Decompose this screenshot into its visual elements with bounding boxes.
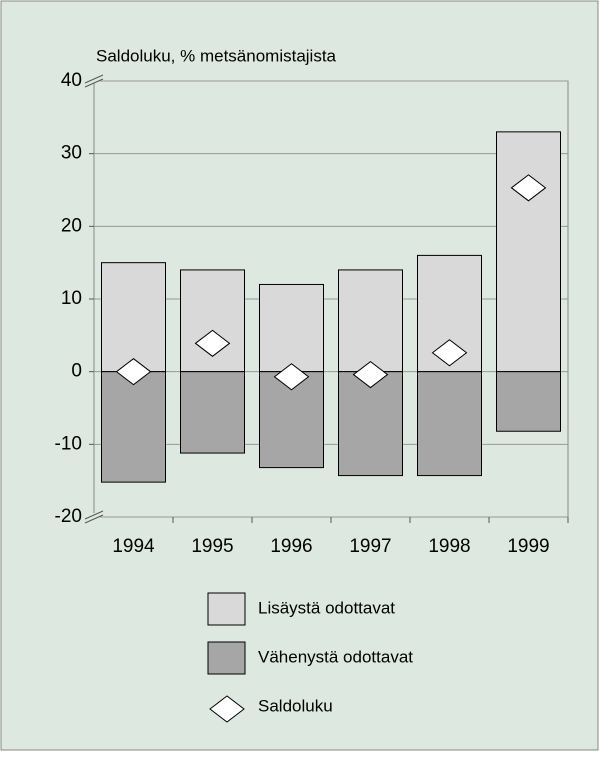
axis-break	[84, 74, 104, 84]
legend-label: Vähenystä odottavat	[258, 647, 413, 666]
marker	[209, 695, 245, 723]
axis-break	[84, 510, 104, 520]
marker	[431, 339, 468, 367]
y-tick-label: 10	[61, 288, 82, 309]
marker	[510, 174, 547, 202]
marker	[115, 358, 152, 386]
y-tick-label: -20	[55, 506, 82, 527]
y-tick-label: 30	[61, 143, 82, 164]
bar	[101, 262, 166, 373]
x-tick-label: 1999	[507, 536, 549, 557]
x-tick-label: 1998	[428, 536, 470, 557]
bar	[417, 371, 482, 477]
bar	[338, 371, 403, 477]
axis-break-bg	[88, 77, 100, 83]
y-tick-label: 20	[61, 215, 82, 236]
x-tick-label: 1996	[270, 536, 312, 557]
axis-break	[84, 78, 104, 88]
legend-label: Saldoluku	[258, 696, 333, 715]
y-tick-label: -10	[55, 433, 82, 454]
bar	[496, 131, 561, 373]
axis-break	[84, 514, 104, 524]
y-tick-label: 40	[61, 70, 82, 91]
legend-swatch	[207, 592, 246, 626]
bar	[101, 371, 166, 483]
bar	[338, 269, 403, 373]
x-tick-label: 1995	[191, 536, 233, 557]
bar	[259, 283, 324, 373]
x-tick-label: 1994	[112, 536, 155, 557]
marker	[194, 329, 231, 357]
bar	[180, 371, 245, 454]
marker	[273, 363, 310, 391]
x-tick-label: 1997	[349, 536, 391, 557]
bar	[417, 254, 482, 373]
legend-label: Lisäystä odottavat	[258, 598, 395, 617]
axis-break-bg	[88, 513, 100, 519]
marker	[352, 360, 389, 389]
y-axis-label: Saldoluku, % metsänomistajista	[96, 46, 337, 65]
legend-swatch	[207, 641, 246, 675]
y-tick-label: 0	[71, 361, 82, 382]
bar	[496, 371, 561, 432]
